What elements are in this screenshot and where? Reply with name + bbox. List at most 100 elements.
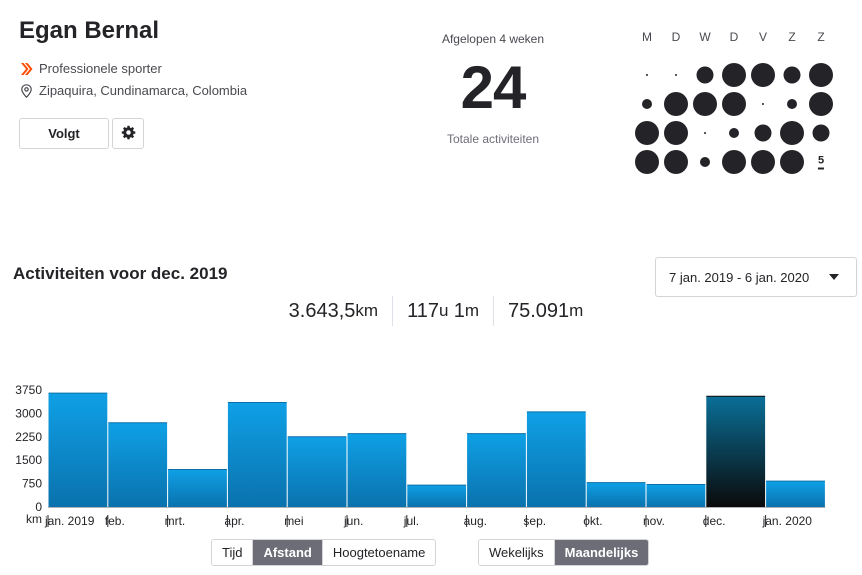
activity-dot [696, 66, 714, 84]
day-label-4: V [758, 30, 767, 44]
activity-dot [754, 124, 772, 142]
today-marker: 5 [817, 155, 825, 170]
location-pin-icon [19, 83, 33, 98]
pro-chevron-icon [19, 62, 33, 75]
bar[interactable] [407, 485, 467, 507]
y-tick-label: 1500 [15, 453, 42, 467]
monthly-distance-chart: 3750 3000 2250 1500 750 0km jan. 2019 feb. mrt.… [15, 383, 826, 528]
activity-dot [664, 121, 688, 145]
elevation-stat: 75.091 m [493, 296, 597, 326]
bar[interactable] [646, 484, 706, 507]
metric-option-2[interactable]: Hoogtetoename [321, 540, 436, 565]
period-option-0[interactable]: Wekelijks [479, 540, 554, 565]
bar[interactable] [227, 402, 287, 507]
day-label-0: M [642, 30, 652, 44]
distance-stat: 3.643,5 km [275, 296, 392, 326]
x-tick-label: mrt. [165, 514, 186, 528]
y-tick-label: 2250 [15, 430, 42, 444]
time-minutes: 1 [453, 299, 465, 322]
elevation-unit: m [569, 301, 584, 320]
day-label-2: W [699, 30, 711, 44]
period-toggle: Wekelijks Maandelijks [478, 539, 650, 566]
date-range-select[interactable]: 7 jan. 2019 - 6 jan. 2020 [655, 257, 857, 297]
activity-dot [809, 92, 833, 116]
metric-option-1[interactable]: Afstand [252, 540, 322, 565]
activity-dot [664, 92, 688, 116]
activity-dot [762, 103, 764, 105]
four-weeks-sublabel: Totale activiteiten [446, 132, 540, 146]
bar[interactable] [287, 436, 347, 507]
x-tick-label: apr. [224, 514, 244, 528]
follow-button[interactable]: Volgt [19, 118, 109, 149]
four-weeks-label: Afgelopen 4 weken [441, 32, 545, 46]
activity-dot [722, 92, 746, 116]
x-tick-label: sep. [523, 514, 546, 528]
activity-dot [693, 92, 717, 116]
bar[interactable] [586, 482, 646, 507]
x-tick-label: aug. [464, 514, 487, 528]
gear-icon [121, 125, 136, 143]
activity-dot [783, 66, 801, 84]
activity-dot-grid: M D W D V Z Z 5 [632, 30, 842, 180]
athlete-name: Egan Bernal [19, 17, 160, 44]
activity-dot [635, 150, 659, 174]
bar-selected[interactable] [706, 396, 766, 507]
bar[interactable] [108, 422, 168, 507]
activity-dot [809, 63, 833, 87]
activity-dot [780, 121, 804, 145]
date-range-value: 7 jan. 2019 - 6 jan. 2020 [669, 269, 810, 285]
x-tick-label: feb. [105, 514, 125, 528]
bar[interactable] [347, 433, 407, 507]
location-row: Zipaquira, Cundinamarca, Colombia [19, 83, 247, 98]
day-label-5: Z [788, 30, 796, 44]
time-hours: 117 [407, 299, 439, 322]
four-weeks-count: 24 [460, 54, 527, 121]
activity-dot [704, 132, 706, 134]
x-tick-label: jan. 2019 [44, 514, 95, 528]
activity-dot [722, 63, 746, 87]
x-tick-label: dec. [703, 514, 726, 528]
activity-dot [635, 121, 659, 145]
x-tick-label: mei [284, 514, 303, 528]
x-tick-label: jul. [403, 514, 419, 528]
y-tick-label: 3000 [15, 406, 42, 420]
caret-down-icon [829, 274, 839, 280]
activity-dot [729, 128, 739, 138]
activity-dot [751, 63, 775, 87]
bar[interactable] [48, 393, 108, 507]
activity-dot [722, 150, 746, 174]
last-four-weeks-panel: Afgelopen 4 weken 24 Totale activiteiten [420, 32, 566, 146]
distance-unit: km [355, 301, 379, 320]
metric-toggle: Tijd Afstand Hoogtetoename [211, 539, 437, 566]
bar[interactable] [766, 481, 825, 507]
summary-stats: 3.643,5 km 117 u 1 m 75.091 m [0, 296, 862, 326]
activity-dot [646, 74, 648, 76]
y-tick-label: 3750 [15, 383, 42, 397]
day-label-1: D [671, 30, 681, 44]
x-tick-label: okt. [583, 514, 602, 528]
period-option-1[interactable]: Maandelijks [553, 540, 649, 565]
athlete-title: Professionele sporter [39, 61, 162, 76]
metric-option-0[interactable]: Tijd [212, 540, 253, 565]
elevation-value: 75.091 [508, 299, 570, 322]
activity-dot [787, 99, 797, 109]
y-tick-label: 750 [22, 477, 42, 491]
x-tick-label: jan. 2020 [762, 514, 813, 528]
activity-dot [675, 74, 677, 76]
x-tick-label: jun. [343, 514, 363, 528]
x-tick-label: nov. [643, 514, 665, 528]
bar[interactable] [168, 469, 227, 507]
activity-dot [780, 150, 804, 174]
section-title: Activiteiten voor dec. 2019 [13, 264, 228, 283]
pro-badge-row: Professionele sporter [19, 61, 162, 76]
activity-dot [642, 99, 652, 109]
settings-button[interactable] [112, 118, 144, 149]
bar[interactable] [467, 433, 526, 507]
time-hours-unit: u [438, 301, 449, 320]
activity-dot [812, 124, 830, 142]
activity-dot [700, 157, 710, 167]
bar[interactable] [526, 411, 586, 507]
y-unit-label: km [26, 512, 42, 526]
y-tick-label: 0 [35, 500, 42, 514]
day-label-3: D [729, 30, 739, 44]
